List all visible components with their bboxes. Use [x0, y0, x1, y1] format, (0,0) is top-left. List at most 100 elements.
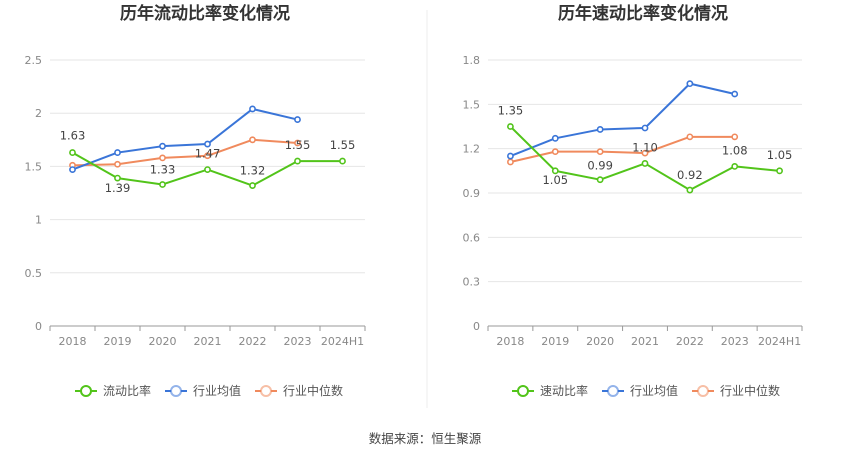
data-point — [69, 149, 76, 156]
legend-item[interactable]: 行业均值 — [165, 383, 241, 398]
data-point — [731, 133, 739, 141]
data-label: 1.55 — [285, 138, 311, 152]
x-tick-label: 2024H1 — [758, 335, 801, 348]
data-point — [507, 123, 514, 130]
y-tick-label: 1.5 — [25, 160, 43, 173]
x-tick-label: 2021 — [631, 335, 659, 348]
x-tick-label: 2022 — [239, 335, 267, 348]
data-point — [249, 136, 256, 144]
data-point — [159, 154, 166, 162]
x-tick-label: 2018 — [59, 335, 87, 348]
y-tick-label: 2.5 — [25, 54, 43, 67]
series-line — [72, 107, 298, 171]
data-point — [294, 116, 301, 123]
legend-item[interactable]: 行业中位数 — [692, 383, 780, 398]
chart-title: 历年速动比率变化情况 — [558, 3, 728, 24]
data-label: 1.63 — [60, 129, 86, 143]
data-label: 1.05 — [542, 173, 568, 187]
data-point — [204, 152, 211, 160]
data-point — [114, 160, 121, 168]
legend-marker — [260, 385, 272, 397]
data-point — [159, 142, 166, 150]
data-point — [507, 158, 514, 166]
data-point — [249, 182, 256, 189]
data-point — [551, 134, 559, 142]
y-tick-label: 0 — [473, 320, 480, 333]
series-line — [72, 138, 298, 167]
current-ratio-chart: 历年流动比率变化情况 0 0.5 1 1.5 2 2.5 2018 2019 2020 2021 20… — [25, 3, 366, 398]
legend-label: 流动比率 — [103, 383, 151, 398]
data-point — [686, 80, 694, 88]
data-label: 1.35 — [498, 104, 524, 118]
data-label: 1.08 — [722, 143, 748, 157]
legend-marker — [607, 385, 619, 397]
data-label: 0.99 — [587, 159, 613, 173]
data-label: 0.92 — [677, 168, 703, 182]
legend-marker — [80, 385, 92, 397]
data-point — [551, 167, 559, 175]
data-point — [641, 160, 649, 167]
x-tick-label: 2019 — [541, 335, 569, 348]
data-point — [776, 167, 783, 175]
data-label: 1.33 — [150, 162, 176, 176]
y-tick-label: 0.5 — [25, 267, 43, 280]
series-line — [510, 135, 735, 163]
data-point — [249, 105, 256, 113]
data-point — [641, 124, 649, 132]
data-point — [641, 149, 649, 157]
data-point — [204, 166, 211, 173]
legend-item[interactable]: 行业中位数 — [255, 383, 343, 398]
legend-label: 行业均值 — [630, 383, 678, 398]
data-point — [596, 126, 604, 133]
x-tick-label: 2020 — [149, 335, 177, 348]
data-point — [204, 140, 211, 148]
legend-label: 行业中位数 — [720, 383, 780, 398]
y-tick-label: 1.8 — [463, 54, 481, 67]
data-point — [294, 139, 301, 147]
data-point — [596, 148, 604, 156]
data-label: 1.05 — [767, 148, 793, 162]
legend-label: 速动比率 — [540, 383, 588, 398]
data-point — [686, 133, 694, 141]
x-tick-label: 2021 — [194, 335, 222, 348]
legend-label: 行业均值 — [193, 383, 241, 398]
y-tick-label: 1 — [35, 214, 42, 227]
x-tick-label: 2022 — [676, 335, 704, 348]
y-tick-label: 0.3 — [463, 276, 481, 289]
data-point — [551, 148, 559, 156]
x-tick-label: 2024H1 — [321, 335, 364, 348]
chart-title: 历年流动比率变化情况 — [120, 3, 290, 24]
data-point — [507, 152, 514, 160]
y-tick-label: 0.9 — [463, 187, 481, 200]
legend-item[interactable]: 行业均值 — [602, 383, 678, 398]
x-tick-label: 2019 — [104, 335, 132, 348]
legend-marker — [170, 385, 182, 397]
data-label: 1.39 — [105, 181, 131, 195]
legend-label: 行业中位数 — [283, 383, 343, 398]
x-tick-label: 2020 — [586, 335, 614, 348]
data-label: 1.10 — [632, 140, 658, 154]
x-tick-label: 2018 — [496, 335, 524, 348]
data-point — [596, 176, 604, 184]
data-point — [731, 162, 739, 170]
y-tick-label: 1.5 — [463, 98, 481, 111]
x-tick-label: 2023 — [721, 335, 749, 348]
y-tick-label: 2 — [35, 107, 42, 120]
y-tick-label: 0.6 — [463, 231, 481, 244]
legend-item[interactable]: 流动比率 — [75, 383, 151, 398]
series-line — [510, 82, 735, 157]
quick-ratio-chart: 历年速动比率变化情况 0 0.3 0.6 0.9 1.2 1.5 1.8 2018 2019 202… — [463, 3, 803, 398]
legend-marker — [517, 385, 529, 397]
data-point — [69, 166, 76, 173]
source-note: 数据来源：恒生聚源 — [369, 431, 482, 446]
data-point — [339, 157, 346, 165]
data-label: 1.55 — [330, 138, 356, 152]
data-label: 1.47 — [195, 147, 221, 161]
y-tick-label: 1.2 — [463, 143, 481, 156]
legend-item[interactable]: 速动比率 — [512, 383, 588, 398]
data-point — [294, 157, 301, 165]
data-point — [114, 149, 121, 156]
data-point — [159, 181, 166, 188]
data-point — [114, 174, 121, 182]
